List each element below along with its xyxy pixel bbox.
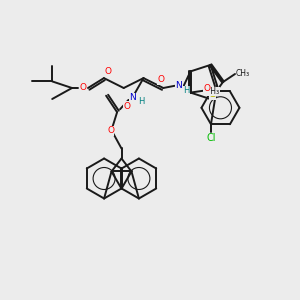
Text: O: O [104,67,111,76]
Text: O: O [80,83,86,92]
Text: Cl: Cl [206,133,216,143]
Text: S: S [209,89,216,99]
Text: CH₃: CH₃ [236,68,250,77]
Text: N: N [175,81,182,90]
Text: CH₃: CH₃ [206,87,220,96]
Text: N: N [129,93,136,102]
Text: O: O [107,126,114,135]
Text: O: O [124,102,130,111]
Text: O: O [204,84,211,93]
Text: H: H [184,86,190,95]
Text: O: O [158,76,165,85]
Text: H: H [138,98,145,106]
